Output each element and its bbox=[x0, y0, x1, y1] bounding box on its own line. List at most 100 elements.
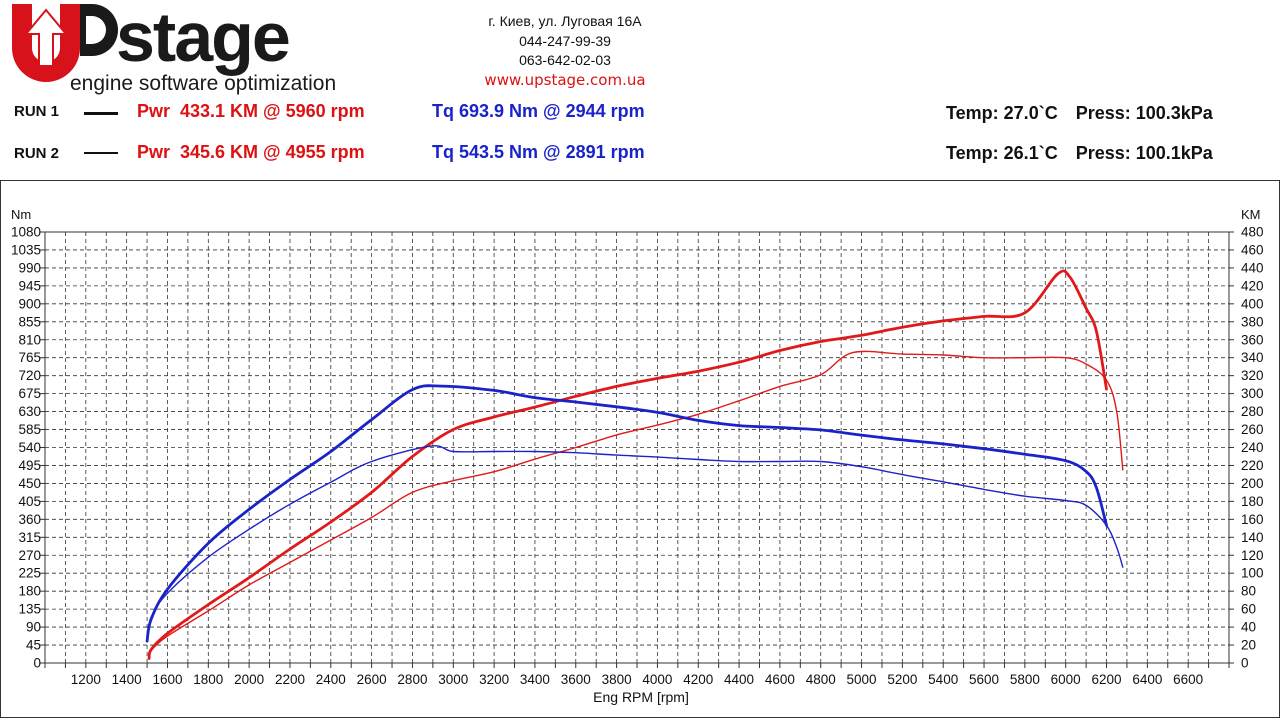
x-tick-label: 2000 bbox=[234, 672, 264, 687]
series-line-tq-run-1 bbox=[145, 384, 1108, 643]
x-axis-title: Eng RPM [rpm] bbox=[593, 689, 689, 705]
x-tick-label: 3400 bbox=[520, 672, 550, 687]
x-tick-label: 3800 bbox=[602, 672, 632, 687]
series-line-pwr-run-2 bbox=[148, 350, 1124, 660]
contact-block: г. Киев, ул. Луговая 16А 044-247-99-39 0… bbox=[430, 12, 700, 90]
y-right-tick-label: 200 bbox=[1241, 476, 1264, 491]
y-left-tick-label: 360 bbox=[18, 512, 41, 527]
series-line-tq-run-2 bbox=[146, 445, 1124, 640]
y-right-tick-label: 280 bbox=[1241, 404, 1264, 419]
y-left-tick-label: 0 bbox=[33, 656, 41, 671]
x-tick-label: 3200 bbox=[479, 672, 509, 687]
x-tick-label: 6600 bbox=[1173, 672, 1203, 687]
run2-torque-summary: Tq 543.5 Nm @ 2891 rpm bbox=[432, 142, 645, 162]
run1-press: Press: 100.3kPa bbox=[1075, 103, 1213, 123]
logo-u-mark bbox=[12, 4, 118, 82]
x-tick-label: 4600 bbox=[765, 672, 795, 687]
dyno-chart: 0 45 90 135 180 225 270 315 360 405 450 495 540 585 63… bbox=[11, 207, 1264, 705]
address-text: г. Киев, ул. Луговая 16А bbox=[488, 13, 642, 29]
x-tick-label: 2200 bbox=[275, 672, 305, 687]
run1-conditions: Temp: 27.0`C Press: 100.3kPa bbox=[946, 103, 1213, 124]
y-right-tick-label: 300 bbox=[1241, 386, 1264, 401]
y-right-tick-label: 0 bbox=[1241, 656, 1249, 671]
upstage-logo: stage engine software optimization bbox=[12, 4, 336, 95]
y-right-tick-label: 480 bbox=[1241, 225, 1264, 240]
y-right-tick-label: 160 bbox=[1241, 512, 1264, 527]
grid-layer bbox=[44, 231, 1230, 664]
y-left-tick-label: 495 bbox=[18, 458, 41, 473]
y-right-tick-label: 460 bbox=[1241, 242, 1264, 257]
y-left-tick-label: 720 bbox=[18, 368, 41, 383]
y-left-tick-label: 270 bbox=[18, 548, 41, 563]
x-tick-label: 1600 bbox=[152, 672, 182, 687]
y-left-tick-label: 675 bbox=[18, 386, 41, 401]
logo-tagline: engine software optimization bbox=[70, 72, 336, 95]
y-left-tick-label: 810 bbox=[18, 332, 41, 347]
y-right-tick-label: 400 bbox=[1241, 296, 1264, 311]
x-tick-label: 6200 bbox=[1091, 672, 1121, 687]
x-tick-label: 1800 bbox=[193, 672, 223, 687]
y-left-tick-label: 180 bbox=[18, 584, 41, 599]
y-left-tick-label: 945 bbox=[18, 278, 41, 293]
x-tick-label: 2400 bbox=[316, 672, 346, 687]
x-tick-label: 2600 bbox=[357, 672, 387, 687]
y-left-tick-label: 315 bbox=[18, 530, 41, 545]
run2-press: Press: 100.1kPa bbox=[1075, 143, 1213, 163]
run1-line-sample bbox=[84, 112, 118, 115]
x-tick-label: 1200 bbox=[71, 672, 101, 687]
series-layer bbox=[145, 269, 1124, 660]
y-left-tick-label: 765 bbox=[18, 350, 41, 365]
x-tick-label: 6400 bbox=[1132, 672, 1162, 687]
y-left-tick-label: 585 bbox=[18, 422, 41, 437]
axis-layer: 0 45 90 135 180 225 270 315 360 405 450 495 540 585 63… bbox=[11, 225, 1264, 688]
y-right-tick-label: 240 bbox=[1241, 440, 1264, 455]
y-right-tick-label: 100 bbox=[1241, 566, 1264, 581]
phone-1: 044-247-99-39 bbox=[519, 32, 611, 49]
y-right-tick-label: 220 bbox=[1241, 458, 1264, 473]
y-left-tick-label: 1080 bbox=[11, 225, 41, 240]
website-link[interactable]: www.upstage.com.ua bbox=[484, 70, 646, 89]
y-right-tick-label: 360 bbox=[1241, 332, 1264, 347]
run1-temp: Temp: 27.0`C bbox=[946, 103, 1058, 123]
x-tick-label: 1400 bbox=[112, 672, 142, 687]
y-left-tick-label: 855 bbox=[18, 314, 41, 329]
series-line-pwr-run-1 bbox=[147, 269, 1108, 660]
y-left-axis-title: Nm bbox=[11, 207, 31, 222]
x-tick-label: 5000 bbox=[847, 672, 877, 687]
y-right-tick-label: 140 bbox=[1241, 530, 1264, 545]
run2-label: RUN 2 bbox=[14, 145, 60, 162]
run1-power-summary: Pwr 433.1 KM @ 5960 rpm bbox=[137, 101, 365, 121]
y-left-tick-label: 405 bbox=[18, 494, 41, 509]
y-left-tick-label: 225 bbox=[18, 566, 41, 581]
y-right-tick-label: 260 bbox=[1241, 422, 1264, 437]
logo-wordmark: stage bbox=[116, 4, 289, 76]
run1-label: RUN 1 bbox=[14, 103, 60, 120]
x-tick-label: 5400 bbox=[928, 672, 958, 687]
dyno-chart-frame: 0 45 90 135 180 225 270 315 360 405 450 495 540 585 63… bbox=[0, 180, 1280, 718]
y-right-tick-label: 60 bbox=[1241, 602, 1256, 617]
x-tick-label: 4200 bbox=[683, 672, 713, 687]
y-left-tick-label: 900 bbox=[18, 296, 41, 311]
y-right-tick-label: 80 bbox=[1241, 584, 1256, 599]
x-tick-label: 5800 bbox=[1010, 672, 1040, 687]
run2-conditions: Temp: 26.1`C Press: 100.1kPa bbox=[946, 143, 1213, 164]
y-right-tick-label: 380 bbox=[1241, 314, 1264, 329]
y-right-tick-label: 340 bbox=[1241, 350, 1264, 365]
phone-2: 063-642-02-03 bbox=[519, 52, 611, 68]
x-tick-label: 4000 bbox=[642, 672, 672, 687]
x-tick-label: 3600 bbox=[561, 672, 591, 687]
x-tick-label: 2800 bbox=[397, 672, 427, 687]
y-right-tick-label: 420 bbox=[1241, 278, 1264, 293]
y-left-tick-label: 540 bbox=[18, 440, 41, 455]
y-right-tick-label: 120 bbox=[1241, 548, 1264, 563]
run2-temp: Temp: 26.1`C bbox=[946, 143, 1058, 163]
run2-line-sample bbox=[84, 152, 118, 154]
run1-torque-summary: Tq 693.9 Nm @ 2944 rpm bbox=[432, 101, 645, 121]
y-right-tick-label: 20 bbox=[1241, 638, 1256, 653]
y-left-tick-label: 1035 bbox=[11, 242, 41, 257]
y-left-tick-label: 135 bbox=[18, 602, 41, 617]
x-tick-label: 4800 bbox=[806, 672, 836, 687]
x-tick-label: 6000 bbox=[1051, 672, 1081, 687]
y-right-tick-label: 180 bbox=[1241, 494, 1264, 509]
x-tick-label: 5200 bbox=[887, 672, 917, 687]
